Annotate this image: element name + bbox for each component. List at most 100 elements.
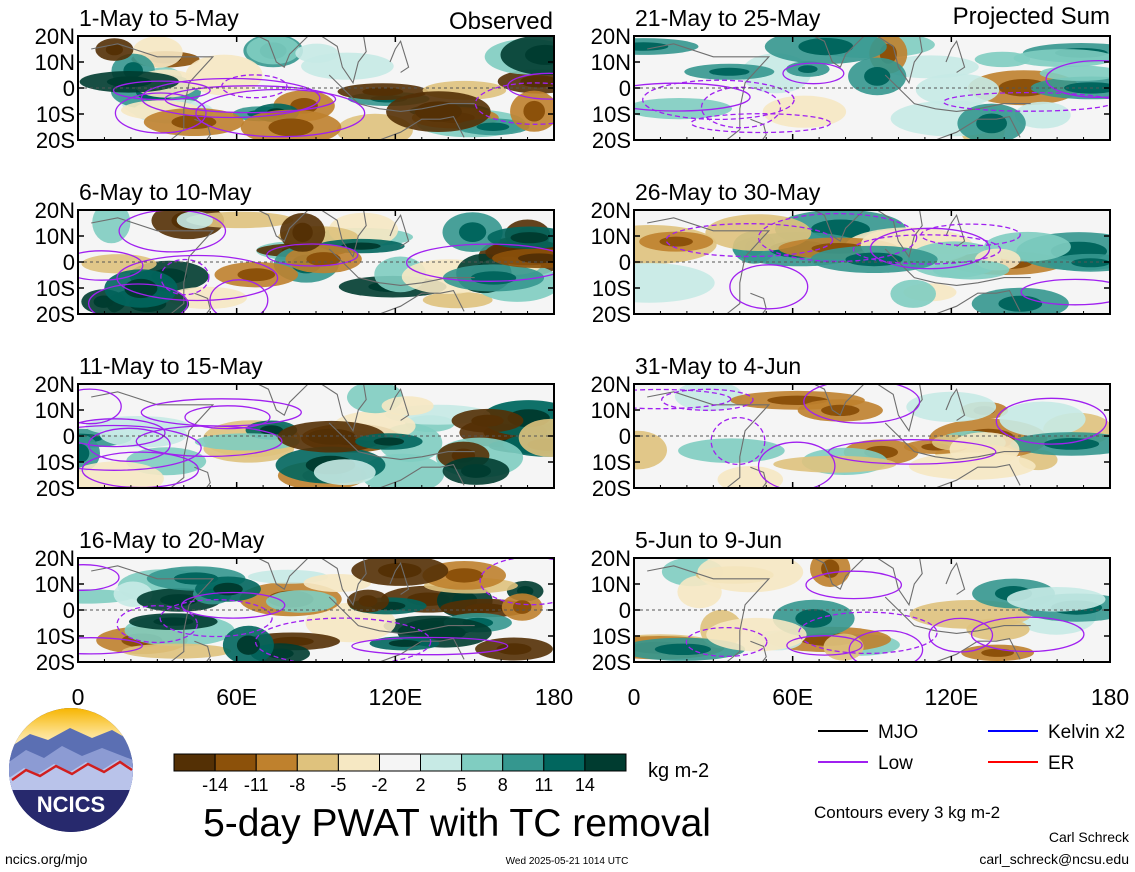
low-contour — [665, 223, 834, 258]
colorbar-tick-label: 8 — [498, 775, 508, 795]
colorbar-tick-label: 5 — [457, 775, 467, 795]
anomaly-core — [471, 414, 504, 427]
coastline — [945, 561, 966, 595]
anomaly-core — [362, 87, 404, 96]
low-contour — [782, 62, 845, 85]
colorbar-swatch — [255, 753, 298, 772]
x-tick-label: 0 — [72, 684, 85, 710]
coastline — [328, 596, 475, 634]
low-contour — [942, 91, 1110, 112]
coastline — [750, 640, 767, 662]
coastlines — [91, 384, 475, 488]
low-contours — [78, 210, 554, 314]
coastline — [945, 213, 966, 247]
y-tick-label: 20S — [36, 476, 75, 501]
coastline — [750, 466, 767, 488]
coastline — [647, 565, 771, 662]
anomaly-blob — [1014, 101, 1071, 129]
y-tick-label: 20N — [35, 198, 75, 223]
anomaly-blob — [762, 95, 847, 128]
y-tick-label: 20S — [36, 302, 75, 327]
low-contour — [112, 80, 211, 101]
panel-title: 11-May to 15-May — [79, 353, 263, 379]
low-contour — [710, 416, 766, 466]
anomaly-core — [237, 268, 276, 282]
low-contour — [661, 388, 754, 411]
low-contour — [757, 441, 836, 488]
legend-label: ER — [1048, 753, 1074, 774]
anomaly-core — [459, 222, 487, 243]
coastline — [328, 422, 475, 460]
anomaly-blob — [882, 55, 979, 79]
y-tick-label: 20N — [591, 24, 631, 49]
y-tick-label: 10N — [35, 572, 75, 597]
coastline — [328, 74, 475, 112]
low-contour — [78, 250, 144, 281]
anomaly-core — [388, 639, 421, 647]
coastline — [945, 387, 966, 421]
x-tick-label: 60E — [772, 684, 813, 710]
low-contour — [507, 72, 554, 100]
low-contour — [159, 599, 273, 638]
coastline — [935, 463, 1021, 488]
anomaly-core — [160, 594, 198, 606]
low-contour — [970, 616, 1085, 653]
low-contour — [180, 591, 286, 619]
x-tick-label: 60E — [216, 684, 257, 710]
coastline — [813, 36, 865, 69]
anomaly-blob — [697, 558, 804, 593]
anomaly-core — [821, 559, 840, 578]
anomaly-core — [78, 444, 90, 463]
anomaly-blob — [674, 384, 743, 412]
y-tick-label: 10S — [592, 102, 631, 127]
anomaly-core — [510, 232, 549, 244]
anomaly-blob — [966, 618, 1030, 641]
colorbar-tick-label: -5 — [330, 775, 346, 795]
low-contour — [805, 570, 903, 600]
anomaly-core — [378, 562, 422, 579]
anomaly-core — [709, 67, 750, 76]
coastline — [320, 384, 367, 433]
coastline — [379, 463, 465, 488]
colorbar-swatch — [461, 753, 504, 772]
colorbar-units: kg m-2 — [648, 760, 709, 782]
coastline — [194, 466, 211, 488]
low-contours — [78, 388, 302, 488]
anomaly-blob — [890, 279, 936, 308]
panel-title: 6-May to 10-May — [79, 179, 252, 205]
anomaly-core — [106, 76, 152, 88]
coastline — [257, 36, 309, 69]
low-contour — [140, 77, 321, 119]
y-tick-label: 10N — [591, 572, 631, 597]
y-tick-label: 20N — [35, 372, 75, 397]
low-contour — [757, 212, 918, 263]
anomaly-core — [976, 113, 1007, 134]
anomaly-core — [795, 609, 833, 628]
y-tick-label: 20S — [592, 650, 631, 675]
anomaly-blob — [122, 643, 232, 659]
low-contour — [78, 388, 122, 425]
anomaly-core — [445, 568, 484, 583]
anomaly-blob — [634, 430, 667, 470]
x-tick-label: 120E — [368, 684, 422, 710]
observed-label: Observed — [449, 8, 553, 35]
y-tick-label: 10S — [592, 276, 631, 301]
logo-red-line — [11, 760, 133, 782]
panel-title: 16-May to 20-May — [79, 527, 265, 553]
anomaly-blob — [1039, 65, 1110, 81]
x-tick-label: 180 — [1091, 684, 1129, 710]
low-contour — [140, 398, 302, 427]
low-contour — [351, 636, 509, 656]
low-contour — [729, 264, 809, 310]
anomaly-blob — [634, 98, 732, 120]
anomaly-core — [470, 271, 517, 285]
low-contour — [1020, 278, 1110, 306]
anomaly-blob — [1006, 587, 1106, 612]
legend: MJO Kelvin x2 Low ER — [818, 722, 1125, 774]
coastline — [389, 561, 410, 595]
anomaly-core — [259, 425, 283, 435]
anomaly-blob — [932, 259, 1010, 280]
